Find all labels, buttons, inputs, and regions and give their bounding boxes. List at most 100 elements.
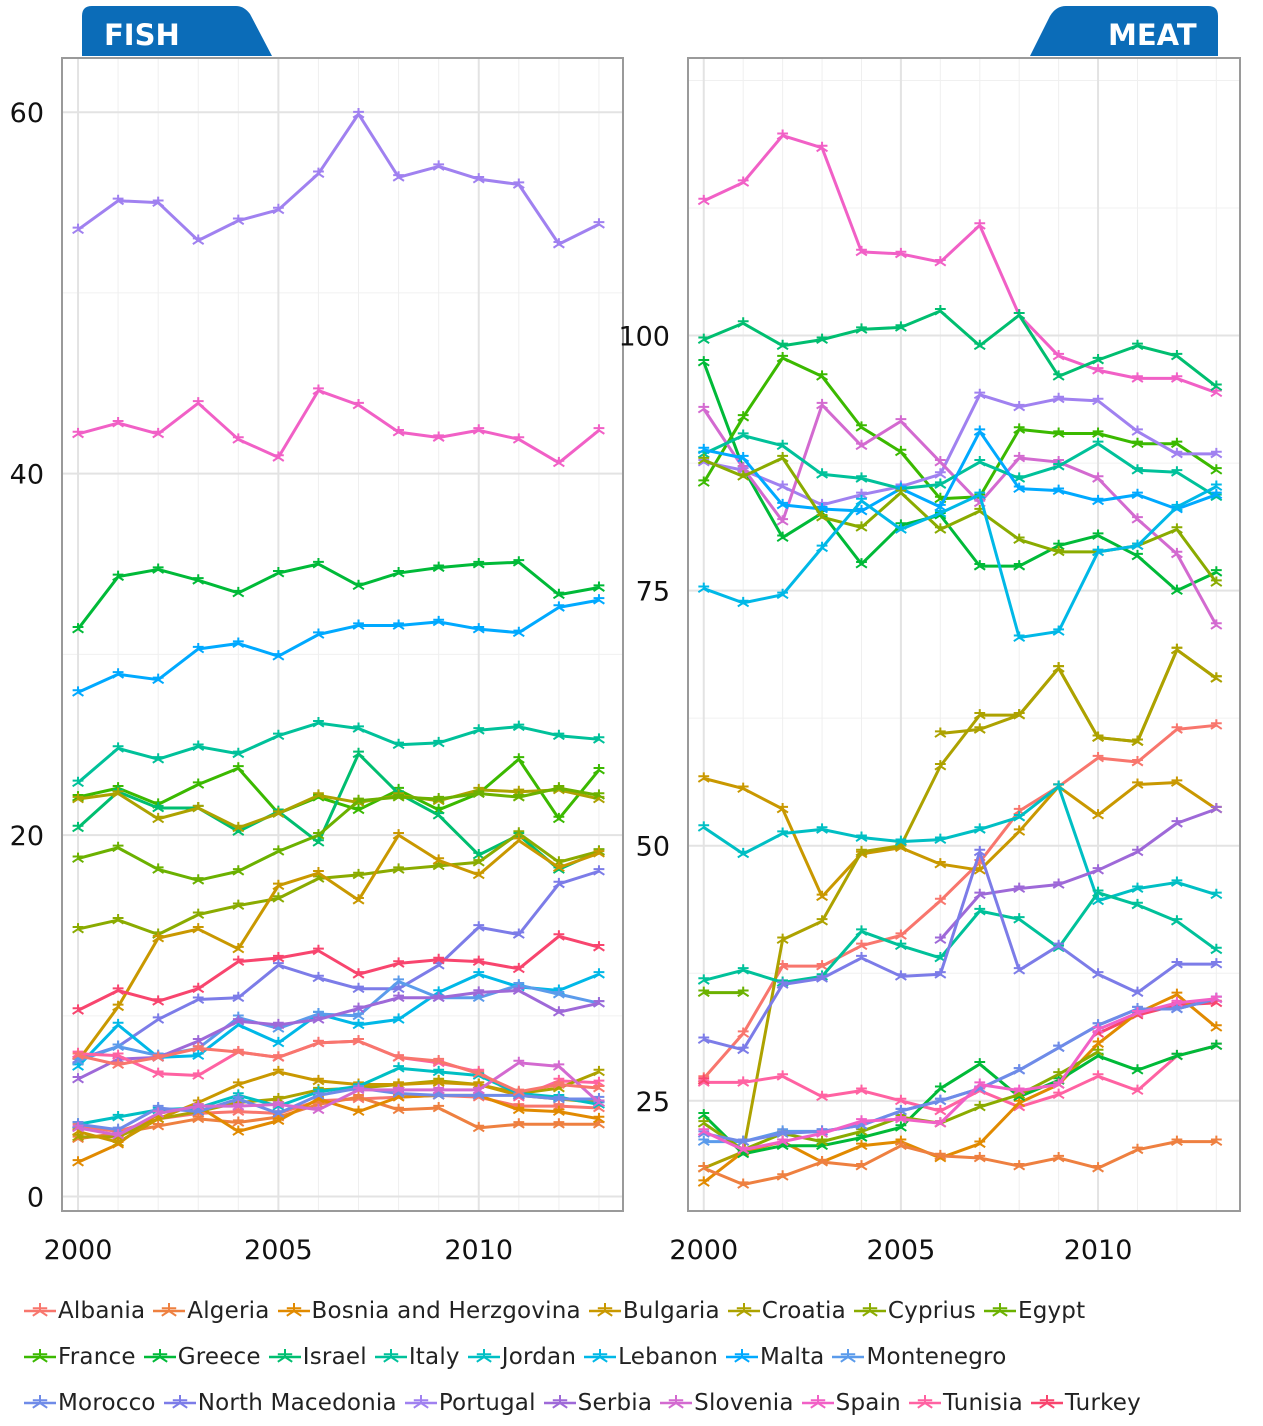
legend-item-spain: Spain	[800, 1388, 901, 1418]
data-point	[855, 505, 868, 516]
data-point	[552, 877, 565, 889]
data-point	[855, 472, 868, 483]
data-point	[855, 245, 868, 257]
x-tick-label: 2000	[44, 1235, 113, 1266]
series-line	[702, 723, 1217, 1080]
data-point	[432, 160, 445, 171]
data-point	[855, 1160, 868, 1171]
data-point	[697, 772, 710, 783]
data-point	[512, 556, 525, 567]
data-point	[1052, 878, 1065, 889]
data-point	[432, 1055, 445, 1066]
legend-key-icon	[163, 1395, 196, 1409]
data-point	[973, 823, 986, 834]
series-greece	[72, 556, 605, 634]
data-point	[112, 1018, 125, 1030]
data-point	[432, 986, 445, 997]
data-point	[312, 1036, 325, 1048]
data-point	[72, 792, 84, 804]
data-point	[894, 415, 907, 426]
legend-label: Bosnia and Herzgovina	[311, 1298, 581, 1324]
data-point	[552, 1105, 565, 1117]
data-point	[737, 1076, 750, 1087]
data-point	[697, 974, 710, 985]
data-point	[432, 803, 445, 815]
data-point	[72, 1130, 84, 1142]
data-point	[816, 1127, 829, 1138]
data-point	[512, 626, 525, 638]
data-point	[392, 991, 405, 1003]
legend-label: Turkey	[1064, 1390, 1141, 1416]
data-point	[1210, 480, 1223, 491]
data-point	[934, 858, 947, 869]
data-point	[1131, 464, 1144, 475]
data-point	[855, 421, 868, 432]
series-line	[77, 1039, 600, 1094]
data-point	[272, 650, 285, 661]
data-point	[1131, 1084, 1144, 1096]
data-point	[192, 993, 205, 1004]
data-point	[1131, 549, 1144, 561]
data-point	[593, 1096, 605, 1108]
data-point	[272, 1098, 285, 1109]
data-point	[192, 1100, 205, 1111]
data-point	[112, 1000, 125, 1012]
legend-item-lebanon: Lebanon	[582, 1342, 718, 1372]
legend-key-icon	[153, 1303, 186, 1317]
data-point	[855, 845, 868, 857]
data-point	[312, 789, 325, 800]
data-point	[472, 955, 485, 967]
data-point	[934, 456, 947, 467]
data-point	[192, 923, 205, 934]
data-point	[855, 521, 868, 532]
data-point	[392, 1051, 405, 1062]
data-point	[855, 831, 868, 842]
data-point	[392, 829, 405, 840]
data-point	[432, 1089, 445, 1100]
data-point	[1131, 488, 1144, 500]
data-point	[697, 1117, 710, 1128]
data-point	[552, 812, 565, 824]
data-point	[512, 753, 525, 764]
data-point	[432, 1083, 445, 1095]
data-point	[816, 141, 829, 153]
data-point	[776, 351, 789, 363]
data-point	[737, 1135, 750, 1147]
data-point	[72, 623, 84, 634]
legend-item-slovenia: Slovenia	[658, 1388, 794, 1418]
series-line	[77, 788, 600, 830]
data-point	[816, 333, 829, 345]
data-point	[776, 439, 789, 451]
data-point	[737, 986, 750, 998]
data-point	[1013, 309, 1026, 320]
series-line	[76, 560, 600, 630]
data-point	[1052, 484, 1065, 496]
data-point	[855, 439, 868, 451]
legend-key-icon	[726, 1349, 759, 1363]
data-point	[312, 971, 325, 983]
data-point	[72, 821, 84, 833]
data-point	[152, 1101, 165, 1113]
data-point	[192, 574, 205, 585]
data-point	[855, 558, 868, 569]
data-point	[816, 823, 829, 834]
data-point	[472, 1067, 485, 1079]
data-point	[352, 1002, 365, 1014]
data-point	[112, 570, 125, 582]
series-line	[77, 389, 600, 465]
series-line	[939, 807, 1217, 941]
data-point	[934, 968, 947, 979]
data-point	[1170, 876, 1183, 887]
data-point	[432, 615, 445, 627]
data-point	[816, 890, 829, 902]
data-point	[973, 505, 986, 516]
data-point	[737, 462, 750, 473]
data-point	[593, 218, 605, 229]
series-line	[76, 833, 600, 1062]
series-line	[703, 434, 1218, 499]
data-point	[1170, 643, 1183, 655]
data-point	[312, 1013, 325, 1024]
data-point	[855, 1084, 868, 1096]
series-line	[703, 393, 1217, 507]
data-point	[392, 975, 405, 986]
